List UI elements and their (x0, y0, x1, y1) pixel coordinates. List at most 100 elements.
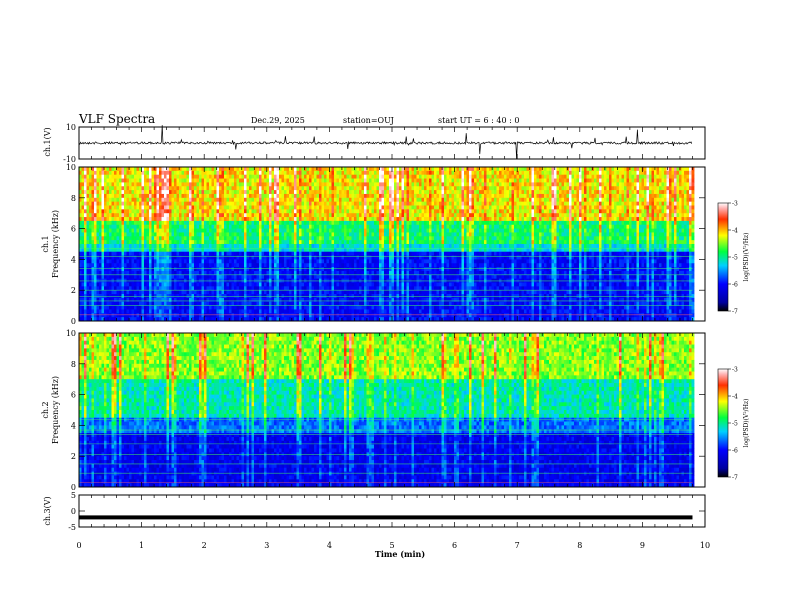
ch1-spectrogram-cell (99, 270, 102, 276)
ch1-spectrogram-cell (251, 282, 255, 287)
ch1-spectrogram-cell (149, 263, 152, 268)
ch1-spectrogram-cell (276, 193, 280, 199)
ch1-spectrogram-cell (194, 228, 197, 233)
ch1-spectrogram-cell (281, 305, 285, 310)
ch1-spectrogram-cell (316, 224, 320, 229)
ch1-spectrogram-cell (309, 178, 312, 183)
ch1-spectrogram-cell (79, 220, 82, 226)
ch1-spectrogram-cell (231, 224, 235, 229)
ch1-spectrogram-cell (339, 197, 342, 203)
ch1-spectrogram-cell (131, 182, 135, 187)
ch1-spectrogram-cell (304, 317, 307, 321)
ch1-spectrogram-cell (296, 309, 300, 314)
ch1-spectrogram-cell (344, 228, 347, 233)
ch1-spectrogram-cell (244, 247, 247, 253)
ch1-spectrogram-cell (134, 290, 137, 295)
ch1-spectrogram-cell (221, 182, 225, 187)
ch1-spectrogram-cell (94, 263, 97, 268)
ch1-spectrogram-cell (164, 305, 167, 310)
ch1-spectrogram-cell (314, 178, 317, 183)
ch1-spectrogram-cell (264, 297, 267, 303)
ch1-spectrogram-cell (346, 274, 350, 280)
ch1-spectrogram-cell (304, 251, 307, 256)
ch1-spectrogram-cell (356, 232, 360, 237)
ch1-spectrogram-cell (244, 170, 247, 176)
ch1-spectrogram-cell (286, 263, 290, 268)
ch1-spectrogram-cell (109, 197, 112, 203)
ch1-spectrogram-cell (181, 220, 185, 226)
ch1-spectrogram-cell (379, 290, 382, 295)
ch1-spectrogram-cell (234, 220, 237, 226)
ch1-spectrogram-cell (114, 247, 117, 253)
ch1-spectrogram-cell (296, 247, 300, 253)
ch1-spectrogram-cell (231, 197, 235, 203)
ch1-spectrogram-cell (106, 193, 110, 199)
ch1-spectrogram-cell (294, 301, 297, 306)
ch1-spectrogram-cell (219, 190, 222, 195)
ch1-spectrogram-cell (379, 174, 382, 179)
ch1-spectrogram-cell (221, 228, 225, 233)
ch1-spectrogram-cell (154, 224, 157, 229)
ch1-spectrogram-cell (116, 190, 120, 195)
ch1-spectrogram-cell (316, 259, 320, 264)
ch1-spectrogram-cell (226, 224, 230, 229)
ch1-spectrogram-cell (341, 170, 345, 176)
ch1-spectrogram-cell (109, 167, 112, 172)
ch1-spectrogram-cell (124, 290, 127, 295)
ch1-spectrogram-cell (251, 317, 255, 321)
ch1-spectrogram-cell (261, 259, 265, 264)
ch1-spectrogram-cell (176, 251, 180, 256)
ch1-spectrogram-cell (364, 167, 367, 172)
ch1-spectrogram-cell (81, 213, 85, 218)
ch1-spectrogram-cell (231, 305, 235, 310)
ch1-spectrogram-cell (79, 240, 82, 245)
ch1-spectrogram-cell (334, 290, 337, 295)
ch1-spectrogram-cell (256, 313, 260, 318)
ch1-spectrogram-cell (201, 217, 205, 222)
ch1-spectrogram-cell (256, 186, 260, 191)
ch1-spectrogram-cell (216, 251, 220, 256)
ch1-spectrogram-cell (379, 301, 382, 306)
ch1-spectrogram-cell (131, 236, 135, 241)
ch1-spectrogram-cell (341, 197, 345, 203)
ch1-spectrogram-cell (186, 190, 190, 195)
ch1-spectrogram-cell (239, 247, 242, 253)
ch1-spectrogram-cell (114, 213, 117, 218)
ch1-spectrogram-cell (259, 186, 262, 191)
ch1-spectrogram-cell (326, 270, 330, 276)
ch1-spectrogram-cell (371, 286, 375, 291)
ch1-spectrogram-cell (336, 186, 340, 191)
ch1-spectrogram-cell (139, 317, 142, 321)
ch1-spectrogram-cell (159, 313, 162, 318)
ch1-spectrogram-cell (151, 274, 155, 280)
ch1-spectrogram-cell (351, 201, 355, 206)
ch1-spectrogram-cell (246, 259, 250, 264)
ch1-spectrogram-cell (271, 213, 275, 218)
ch1-spectrogram-cell (86, 190, 90, 195)
ch1-spectrogram-cell (191, 228, 195, 233)
ch1-spectrogram-cell (369, 232, 372, 237)
ch1-spectrogram-cell (359, 167, 362, 172)
ch1-spectrogram-cell (189, 290, 192, 295)
ch1-spectrogram-cell (209, 263, 212, 268)
ch1-spectrogram-cell (309, 317, 312, 321)
ch1-spectrogram-cell (221, 236, 225, 241)
ch1-spectrogram-cell (321, 263, 325, 268)
ch1-spectrogram-cell (181, 228, 185, 233)
ch1-spectrogram-cell (124, 301, 127, 306)
ch1-spectrogram-cell (324, 297, 327, 303)
ch1-spectrogram-cell (119, 178, 122, 183)
ch1-spectrogram-cell (319, 217, 322, 222)
ch1-spectrogram-cell (354, 197, 357, 203)
ch1-spectrogram-cell (301, 290, 305, 295)
ch1-spectrogram-cell (291, 297, 295, 303)
ch1-spectrogram-cell (309, 213, 312, 218)
ch1-spectrogram-cell (349, 232, 352, 237)
ch1-spectrogram-cell (119, 317, 122, 321)
ch1-spectrogram-cell (234, 286, 237, 291)
ch1-spectrogram-cell (379, 213, 382, 218)
ch1-spectrogram-cell (236, 174, 240, 179)
ch1-spectrogram-cell (261, 178, 265, 183)
ch1-spectrogram-cell (164, 209, 167, 214)
ch1-spectrogram-cell (241, 274, 245, 280)
